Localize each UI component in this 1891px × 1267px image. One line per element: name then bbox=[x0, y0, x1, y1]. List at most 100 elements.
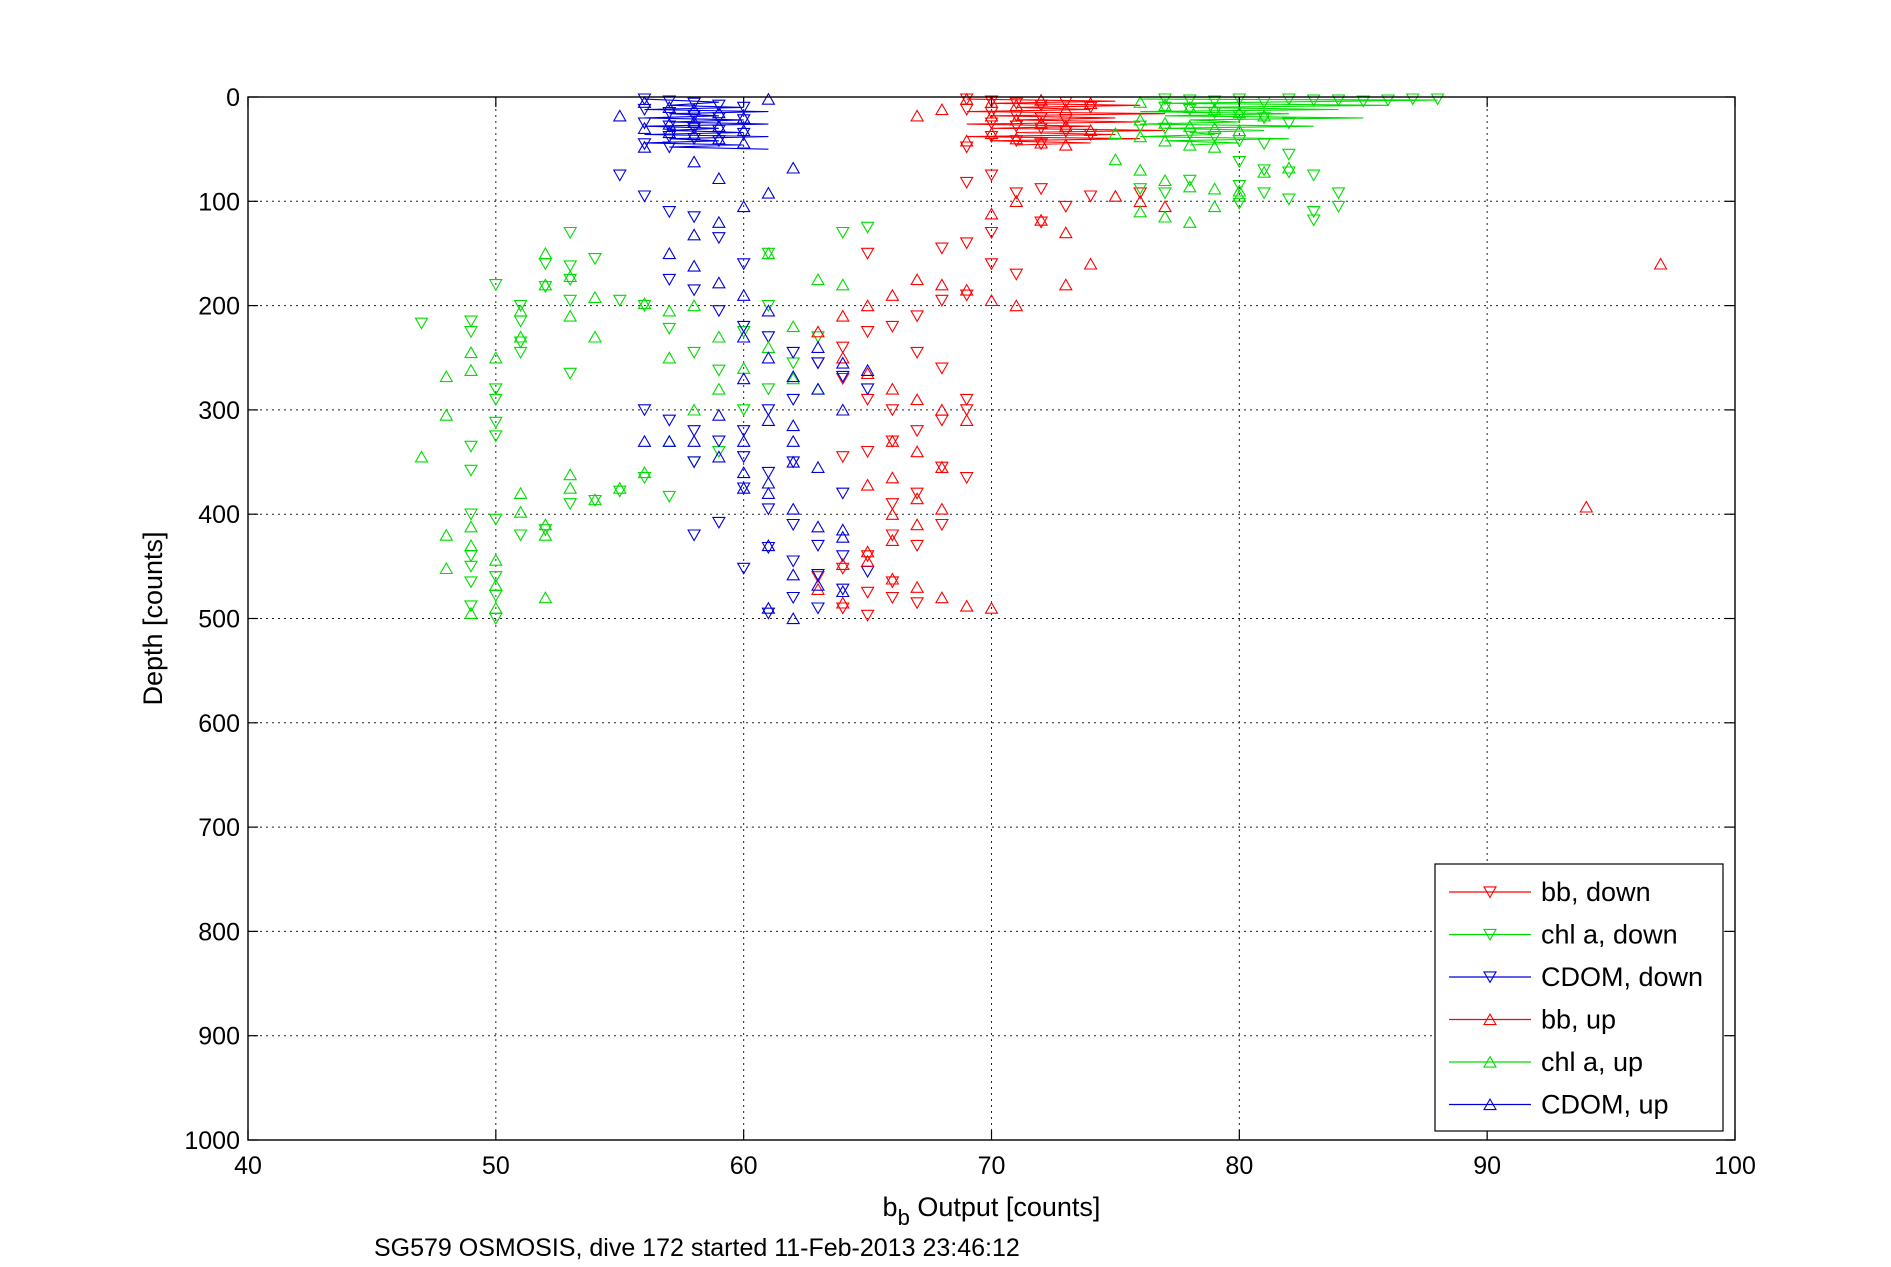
data-point bbox=[1232, 110, 1247, 123]
data-point bbox=[1009, 299, 1024, 312]
legend-entry-label: chl a, up bbox=[1541, 1047, 1643, 1077]
data-point bbox=[1158, 116, 1172, 129]
data-point bbox=[984, 109, 999, 122]
data-point bbox=[1009, 113, 1024, 126]
data-point bbox=[786, 434, 801, 447]
data-point bbox=[464, 600, 478, 613]
data-point bbox=[959, 472, 974, 485]
data-point bbox=[811, 325, 825, 338]
data-point bbox=[761, 246, 776, 260]
data-point bbox=[761, 404, 776, 417]
data-point bbox=[563, 468, 578, 481]
data-point bbox=[885, 507, 900, 520]
data-point bbox=[1257, 187, 1272, 200]
data-point bbox=[414, 450, 429, 463]
data-point bbox=[538, 591, 553, 604]
data-point bbox=[860, 363, 875, 376]
data-point bbox=[488, 430, 503, 443]
data-point bbox=[786, 502, 801, 515]
data-point bbox=[1356, 95, 1371, 108]
data-point bbox=[860, 299, 875, 312]
data-point bbox=[1232, 123, 1247, 137]
data-point bbox=[488, 416, 503, 429]
data-point bbox=[513, 505, 528, 518]
data-point bbox=[687, 122, 702, 135]
data-point bbox=[835, 403, 850, 416]
data-point bbox=[711, 408, 726, 421]
data-point bbox=[1034, 183, 1049, 196]
data-point bbox=[736, 434, 751, 447]
data-point bbox=[513, 299, 528, 313]
data-point bbox=[835, 226, 850, 240]
data-point bbox=[910, 109, 925, 122]
data-point bbox=[786, 518, 801, 532]
data-point bbox=[910, 597, 925, 610]
data-point bbox=[984, 130, 999, 144]
data-point bbox=[835, 351, 850, 364]
data-point bbox=[811, 382, 825, 395]
data-point bbox=[464, 576, 478, 589]
data-point bbox=[662, 95, 677, 108]
data-point bbox=[910, 445, 925, 458]
legend-entry-label: chl a, down bbox=[1541, 920, 1678, 950]
data-point bbox=[1034, 136, 1049, 149]
data-point bbox=[687, 97, 702, 110]
data-point bbox=[637, 190, 652, 203]
axis-ticks: 40 50 60 70 80 90 1000100200300400500600700800… bbox=[184, 84, 1755, 1180]
data-point bbox=[835, 562, 850, 575]
data-point bbox=[662, 322, 677, 336]
data-point bbox=[959, 283, 974, 296]
data-point bbox=[860, 393, 875, 407]
data-point bbox=[662, 130, 677, 144]
legend-entry-label: CDOM, up bbox=[1541, 1090, 1669, 1120]
data-point bbox=[1034, 112, 1049, 125]
data-point bbox=[637, 140, 652, 153]
data-point bbox=[786, 591, 801, 605]
data-point bbox=[538, 246, 553, 260]
data-point bbox=[786, 393, 801, 407]
series-4 bbox=[414, 95, 1296, 619]
data-point bbox=[464, 363, 478, 376]
data-point bbox=[984, 169, 999, 182]
data-point bbox=[1281, 193, 1296, 206]
data-point bbox=[711, 132, 726, 145]
data-point bbox=[439, 369, 454, 383]
data-point bbox=[934, 403, 949, 416]
data-point bbox=[1405, 93, 1420, 106]
data-point bbox=[563, 269, 578, 283]
data-point bbox=[1182, 94, 1197, 107]
x-tick-label: 80 bbox=[1225, 1152, 1253, 1180]
data-point bbox=[786, 611, 801, 625]
series-2 bbox=[612, 93, 875, 620]
y-tick-label: 700 bbox=[198, 814, 240, 842]
data-point bbox=[488, 571, 503, 584]
data-point bbox=[488, 351, 503, 364]
data-point bbox=[1182, 174, 1197, 187]
data-point bbox=[811, 582, 825, 595]
data-point bbox=[1306, 94, 1321, 107]
data-point bbox=[786, 357, 801, 370]
data-point bbox=[761, 247, 776, 260]
data-point bbox=[1083, 128, 1098, 142]
data-point bbox=[959, 92, 974, 105]
data-point bbox=[835, 309, 850, 322]
data-point bbox=[1306, 169, 1321, 182]
data-point bbox=[885, 576, 900, 589]
data-point bbox=[588, 494, 602, 508]
data-point bbox=[588, 253, 602, 266]
data-point bbox=[1108, 126, 1123, 140]
data-point bbox=[687, 211, 702, 224]
data-point bbox=[736, 123, 751, 137]
legend-swatch-marker bbox=[1483, 886, 1497, 899]
data-point bbox=[910, 539, 925, 553]
data-point bbox=[439, 408, 454, 421]
legend: bb, down chl a, down CDOM, down bb, up chl a… bbox=[1434, 863, 1724, 1132]
data-point bbox=[687, 299, 702, 312]
data-point bbox=[513, 486, 528, 499]
data-point bbox=[1133, 183, 1148, 196]
data-point bbox=[1133, 130, 1148, 143]
data-point bbox=[959, 141, 974, 154]
data-point bbox=[835, 596, 850, 609]
data-point bbox=[736, 114, 751, 127]
data-point bbox=[687, 127, 702, 141]
